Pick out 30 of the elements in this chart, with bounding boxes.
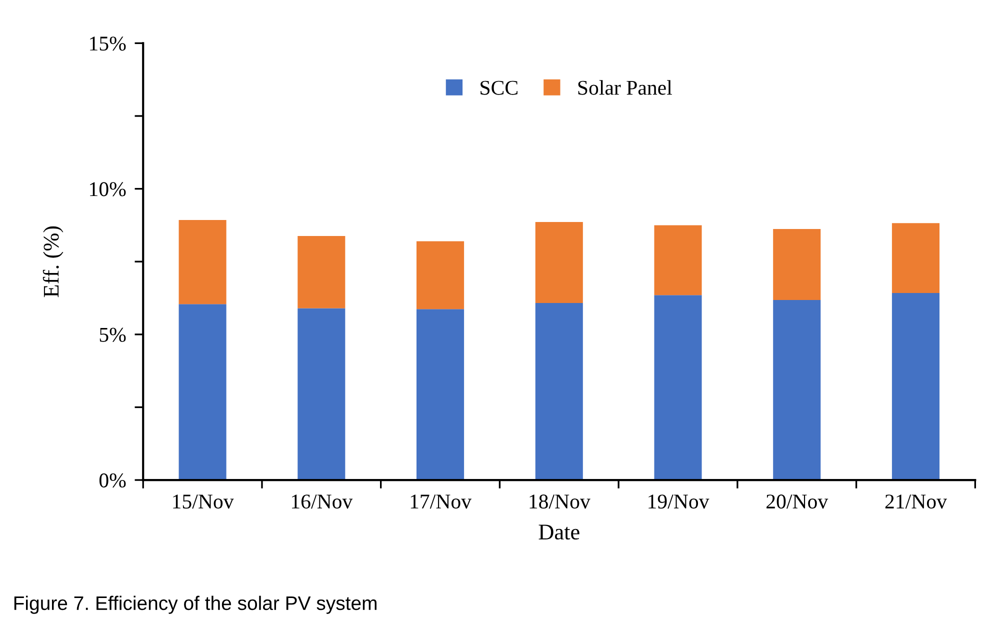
- bar: [298, 236, 346, 308]
- bar: [535, 222, 583, 303]
- bar: [178, 304, 226, 480]
- x-axis-title: Date: [538, 524, 580, 540]
- y-tick-label: 0%: [99, 473, 126, 488]
- legend-label: Solar Panel: [578, 80, 672, 95]
- bar: [535, 302, 583, 480]
- x-tick-label: 18/Nov: [530, 494, 590, 509]
- x-tick-label: 17/Nov: [410, 494, 472, 509]
- x-tick-label: 16/Nov: [292, 494, 353, 509]
- caption: Figure 7. Efficiency of the solar PV system: [14, 596, 376, 614]
- bar: [654, 225, 702, 296]
- legend-label: SCC: [480, 80, 518, 95]
- bar: [178, 220, 226, 304]
- x-tick-label: 15/Nov: [173, 494, 234, 509]
- bar: [416, 241, 464, 310]
- y-axis-title: Eff. (%): [42, 226, 64, 298]
- bar: [416, 309, 464, 480]
- bar: [298, 308, 346, 480]
- x-tick-label: 19/Nov: [648, 494, 710, 509]
- bar: [773, 228, 821, 300]
- bar: [773, 300, 821, 480]
- bar: [892, 223, 940, 294]
- y-tick-label: 10%: [90, 182, 126, 196]
- bar: [654, 295, 702, 480]
- y-tick-label: 5%: [100, 328, 126, 342]
- x-tick-label: 21/Nov: [885, 494, 947, 509]
- y-tick-label: 15%: [90, 36, 126, 51]
- x-tick-label: 20/Nov: [766, 494, 828, 509]
- bar: [892, 293, 940, 480]
